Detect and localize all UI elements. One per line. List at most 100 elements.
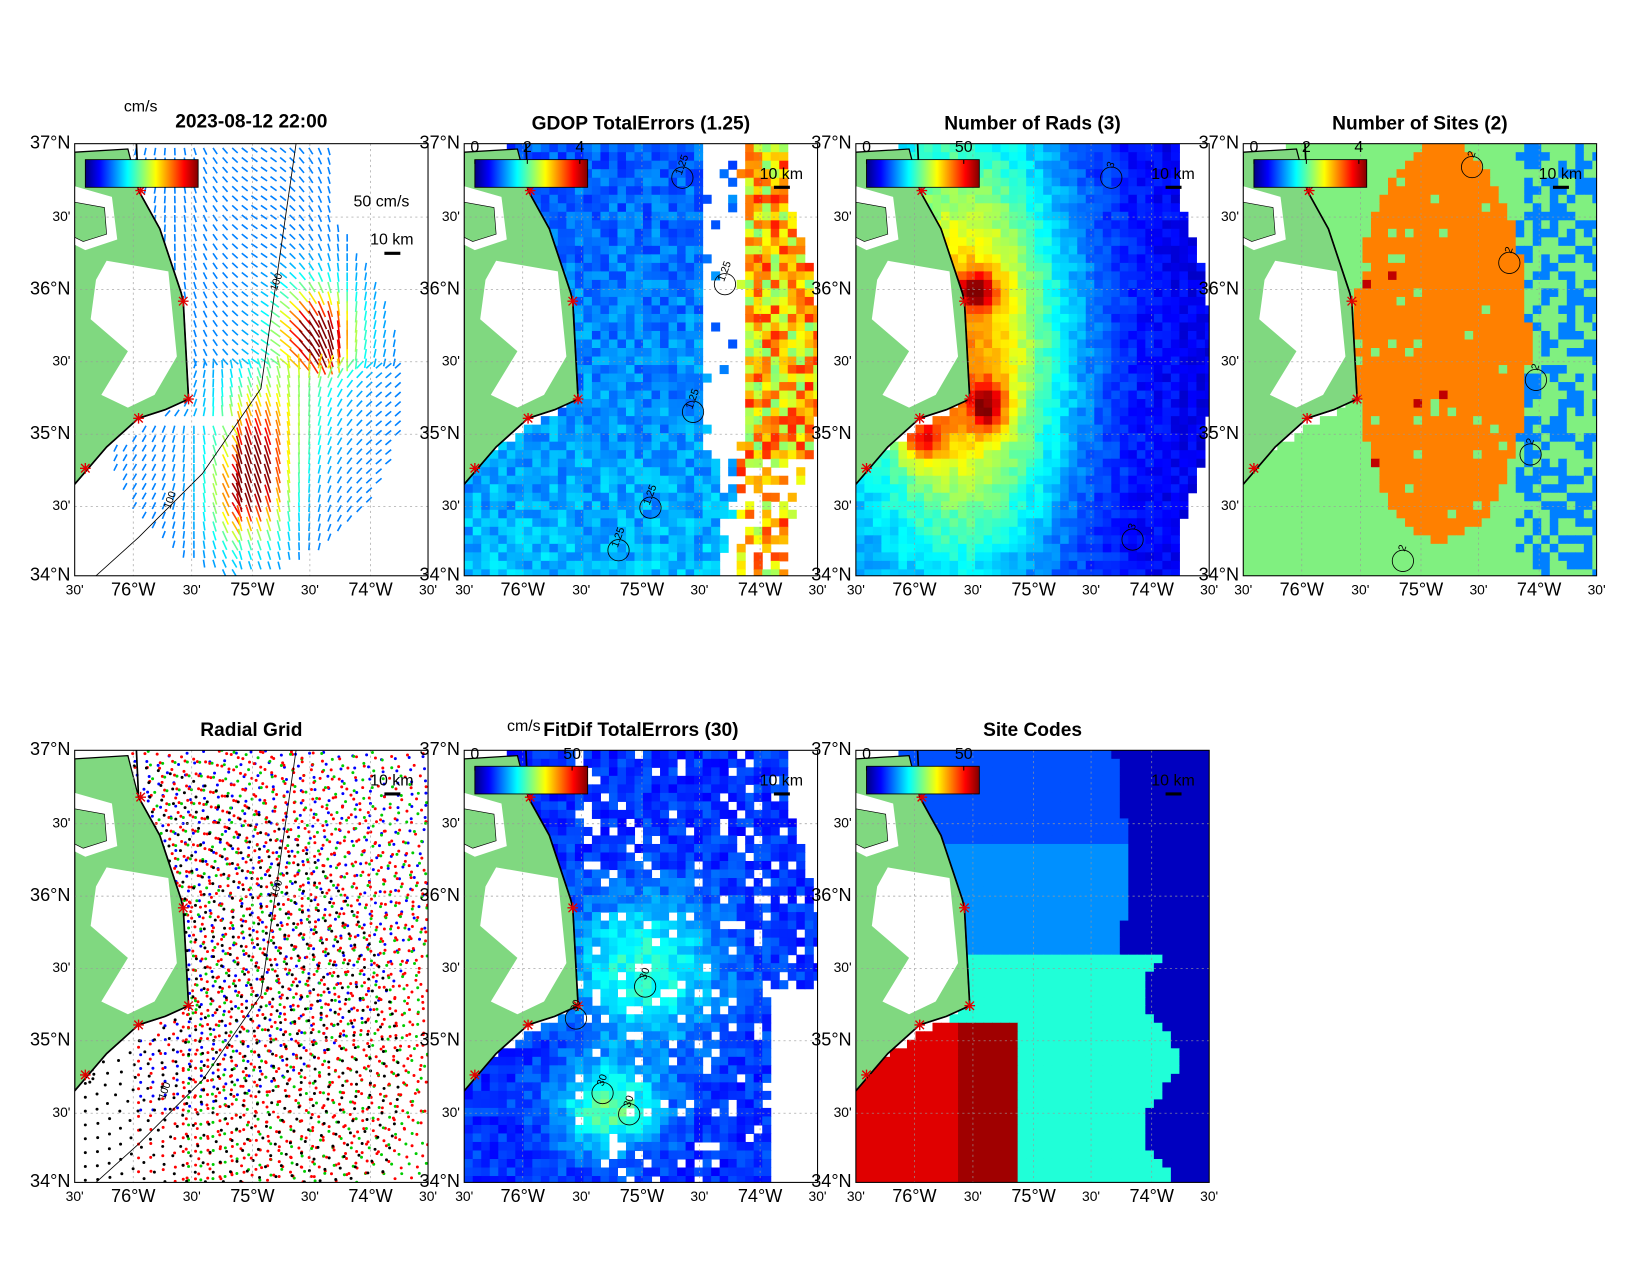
raster-cell	[566, 475, 576, 485]
raster-cell	[557, 254, 567, 264]
raster-cell	[1017, 365, 1027, 375]
current-vector	[382, 348, 387, 358]
raster-cell	[617, 262, 627, 272]
raster-cell	[1102, 399, 1112, 409]
raster-cell	[1388, 245, 1398, 255]
raster-cell	[1060, 543, 1070, 553]
raster-cell	[608, 416, 618, 426]
current-vector	[141, 444, 147, 452]
raster-cell	[591, 484, 601, 494]
raster-cell	[1128, 313, 1138, 324]
current-vector	[254, 418, 262, 436]
raster-cell	[625, 365, 636, 375]
raster-cell	[864, 526, 874, 536]
raster-cell	[591, 543, 601, 553]
raster-cell	[958, 518, 968, 528]
raster-cell	[770, 279, 780, 289]
raster-cell	[515, 484, 525, 494]
raster-cell	[1145, 160, 1155, 170]
raster-cell	[1153, 424, 1163, 434]
raster-cell	[1422, 160, 1432, 170]
current-vector	[238, 561, 243, 570]
current-vector	[212, 549, 217, 559]
raster-cell	[966, 467, 976, 477]
raster-cell	[1009, 245, 1019, 255]
raster-cell	[549, 560, 559, 570]
raster-cell	[1085, 339, 1095, 349]
raster-cell	[1000, 543, 1010, 553]
raster-cell	[787, 330, 797, 341]
raster-cell	[1111, 271, 1121, 281]
current-vector	[212, 291, 218, 299]
raster-cell	[796, 424, 806, 434]
raster-cell	[813, 330, 818, 341]
raster-cell	[1549, 169, 1559, 179]
raster-cell	[1077, 433, 1087, 443]
raster-cell	[1353, 152, 1363, 162]
raster-cell	[881, 509, 891, 519]
raster-cell	[617, 560, 627, 570]
raster-cell	[1094, 330, 1104, 341]
raster-cell	[1396, 271, 1406, 281]
current-vector	[182, 444, 186, 453]
raster-cell	[1136, 509, 1146, 519]
raster-cell	[1541, 237, 1551, 247]
raster-cell	[1353, 271, 1363, 281]
raster-cell	[489, 458, 499, 468]
raster-cell	[881, 458, 891, 468]
raster-cell	[694, 382, 704, 392]
raster-cell	[643, 186, 653, 196]
current-vector	[222, 214, 229, 222]
raster-cell	[745, 390, 755, 400]
raster-cell	[1060, 484, 1070, 494]
raster-cell	[1204, 330, 1210, 341]
raster-cell	[787, 322, 797, 332]
raster-cell	[668, 186, 678, 196]
raster-cell	[608, 143, 618, 153]
raster-cell	[1000, 433, 1010, 443]
raster-cell	[872, 543, 882, 553]
raster-cell	[1102, 373, 1112, 383]
current-vector	[212, 272, 218, 280]
raster-cell	[787, 441, 797, 451]
raster-cell	[1119, 535, 1129, 545]
raster-cell	[1507, 228, 1517, 238]
raster-cell	[591, 569, 601, 576]
raster-cell	[668, 484, 678, 494]
raster-cell	[1077, 365, 1087, 375]
raster-cell	[1558, 143, 1568, 153]
raster-cell	[1196, 373, 1206, 383]
raster-cell	[1422, 305, 1432, 315]
raster-cell	[557, 484, 567, 494]
raster-cell	[1068, 518, 1078, 528]
raster-cell	[1464, 211, 1474, 221]
current-vector	[308, 532, 311, 541]
raster-cell	[796, 330, 806, 341]
raster-cell	[1422, 237, 1432, 247]
lat-tick-label: 35°N	[30, 423, 70, 443]
raster-cell	[464, 526, 474, 536]
raster-cell	[992, 237, 1002, 247]
raster-cell	[532, 475, 542, 485]
raster-cell	[1085, 407, 1095, 417]
raster-cell	[694, 211, 704, 221]
raster-cell	[1422, 271, 1432, 281]
raster-cell	[1187, 271, 1197, 281]
raster-cell	[1043, 143, 1053, 153]
raster-cell	[1051, 296, 1061, 306]
raster-cell	[515, 518, 525, 528]
raster-cell	[702, 543, 712, 553]
raster-cell	[1068, 271, 1078, 281]
raster-cell	[958, 484, 968, 494]
raster-cell	[1532, 177, 1542, 187]
raster-cell	[1396, 279, 1406, 289]
coastline	[855, 143, 971, 485]
current-vector	[289, 214, 296, 221]
raster-cell	[498, 526, 508, 536]
raster-cell	[1009, 433, 1019, 443]
raster-cell	[1481, 271, 1491, 281]
raster-cell	[1000, 339, 1010, 349]
raster-cell	[728, 484, 738, 494]
raster-cell	[889, 569, 899, 576]
current-vector	[266, 529, 272, 541]
